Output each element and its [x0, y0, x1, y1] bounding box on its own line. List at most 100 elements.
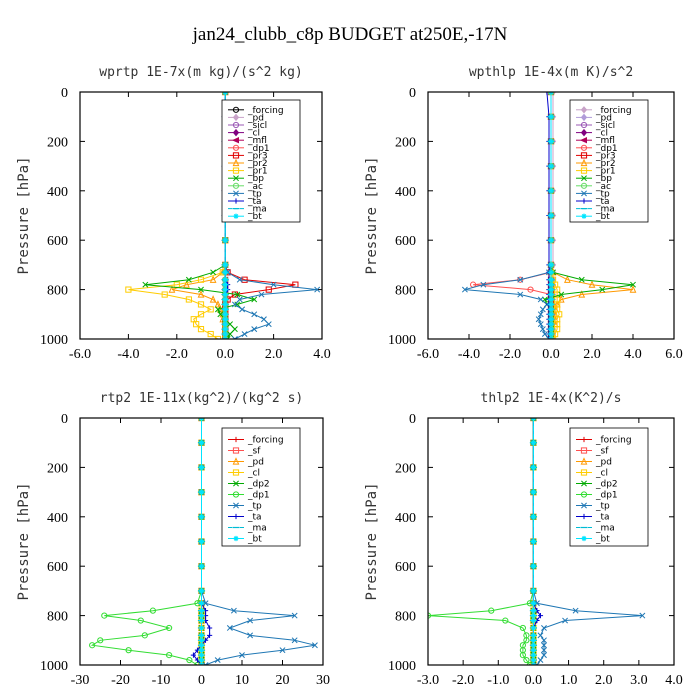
data-point — [209, 295, 217, 303]
data-point — [190, 652, 196, 658]
plot-frame — [79, 417, 324, 666]
legend-label: _ma — [247, 205, 267, 215]
legend-marker — [232, 158, 240, 167]
x-tick-label: -3.0 — [417, 673, 439, 688]
data-point — [197, 326, 205, 333]
legend-marker — [580, 152, 588, 159]
plot-frame — [427, 91, 675, 340]
data-point — [548, 291, 554, 298]
legend: _forcing_sf_pd_cl_dp2_dp1_tp_ta_ma_bt — [569, 427, 649, 547]
data-point — [214, 300, 222, 308]
y-tick-label: 800 — [47, 284, 68, 299]
legend-marker — [232, 469, 240, 476]
legend-marker — [580, 106, 588, 114]
data-point — [198, 617, 205, 624]
legend-marker — [233, 190, 239, 197]
data-point — [548, 296, 554, 303]
data-point — [222, 291, 228, 298]
data-point — [537, 657, 544, 664]
y-tick-label: 0 — [409, 86, 416, 101]
data-point — [548, 301, 554, 308]
data-point — [222, 301, 228, 308]
data-point — [198, 608, 205, 614]
data-point — [222, 269, 228, 275]
legend-label: _bp — [247, 174, 264, 184]
legend-marker — [232, 106, 240, 113]
legend-label: _dp1 — [595, 491, 618, 501]
data-point — [258, 291, 265, 298]
series-line-dp1 — [90, 418, 202, 665]
data-point — [183, 280, 190, 288]
data-point — [541, 647, 547, 654]
legend-marker — [580, 457, 588, 465]
data-point — [548, 237, 554, 243]
legend-label: _bt — [595, 212, 610, 222]
legend-label: _cl — [247, 469, 260, 479]
data-point — [222, 287, 228, 293]
data-point — [480, 281, 487, 288]
legend-marker — [580, 121, 588, 129]
data-point — [530, 538, 537, 545]
legend-label: _tp — [595, 502, 610, 512]
data-point — [207, 625, 213, 631]
legend-marker — [581, 213, 587, 219]
data-point — [530, 514, 537, 520]
data-point — [537, 632, 544, 639]
data-point — [166, 652, 173, 659]
x-tick-label: -2.0 — [452, 673, 474, 688]
data-point — [202, 600, 209, 607]
figure-title: jan24_clubb_c8p BUDGET at250E,-17N — [192, 24, 508, 45]
data-point — [222, 282, 228, 288]
x-tick-label: 20 — [276, 673, 290, 688]
y-tick-label: 1000 — [388, 333, 416, 348]
plot-frame — [79, 91, 323, 340]
legend-label: _cl — [595, 129, 608, 139]
legend-label: _tp — [247, 502, 262, 512]
legend-marker — [231, 136, 240, 144]
data-point — [314, 286, 321, 293]
legend-label: _ma — [595, 205, 615, 215]
data-point — [519, 652, 526, 659]
data-point — [236, 276, 243, 283]
legend-marker — [233, 213, 239, 219]
y-tick-label: 1000 — [40, 333, 68, 348]
series-line-dp1 — [428, 418, 534, 665]
data-point — [639, 612, 646, 619]
legend-label: _ma — [595, 524, 615, 534]
x-tick-label: -2.0 — [166, 347, 188, 362]
legend-label: _dp1 — [247, 491, 270, 501]
x-tick-label: 1.0 — [560, 673, 578, 688]
data-point — [241, 331, 248, 338]
legend-label: _ta — [247, 513, 262, 523]
legend-marker — [581, 198, 587, 204]
data-point — [291, 612, 298, 619]
data-point — [197, 301, 205, 308]
data-point — [231, 326, 238, 333]
data-point — [630, 281, 636, 288]
y-tick-label: 600 — [395, 560, 416, 575]
data-point — [198, 625, 205, 631]
legend: _forcing_pd_sicl_cl_mfl_dp1_pr3_pr2_pr1_… — [569, 99, 649, 223]
data-point — [530, 613, 537, 619]
legend-label: _ac — [247, 182, 263, 192]
legend-label: _ta — [595, 513, 610, 523]
panel-title: rtp2 1E-11x(kg^2)/(kg^2 s) — [100, 391, 304, 406]
legend-label: _pd — [595, 458, 612, 468]
data-point — [234, 301, 241, 308]
y-axis-label: Pressure [hPa] — [364, 156, 380, 274]
data-point — [251, 296, 258, 303]
data-point — [530, 642, 537, 648]
y-tick-label: 200 — [47, 461, 68, 476]
legend-marker — [232, 128, 240, 137]
x-tick-label: 4.0 — [665, 673, 683, 688]
data-point — [461, 286, 468, 293]
data-point — [197, 290, 205, 298]
plot-frame — [427, 417, 675, 666]
data-point — [541, 642, 547, 649]
data-point — [548, 212, 554, 219]
x-tick-label: 2.0 — [265, 347, 283, 362]
data-point — [530, 652, 537, 658]
data-point — [530, 600, 537, 606]
data-point — [548, 287, 554, 293]
data-point — [599, 286, 606, 293]
